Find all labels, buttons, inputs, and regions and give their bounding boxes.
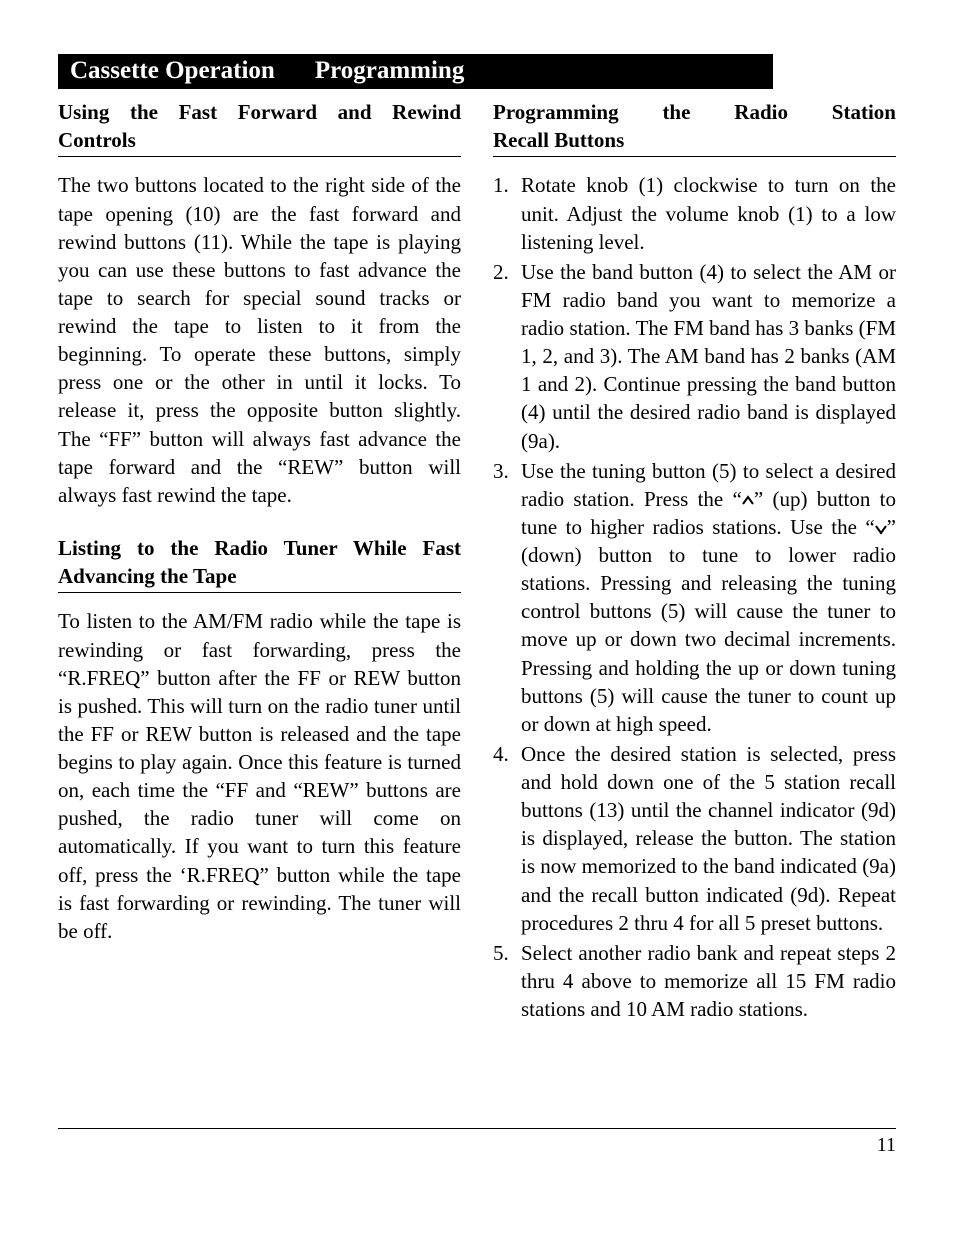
heading-line: Controls [58,127,136,155]
right-column: Programming the Radio Station Recall But… [493,99,896,1025]
section-heading-ff-rew: Using the Fast Forward and Rewind Contro… [58,99,461,157]
footer-rule [58,1128,896,1129]
heading-line: Listing to the Radio Tuner While Fast [58,536,461,560]
section-heading-radio-tuner: Listing to the Radio Tuner While Fast Ad… [58,535,461,593]
header-left: Cassette Operation [70,57,275,84]
heading-line: Recall Buttons [493,127,624,155]
programming-steps-list: Rotate knob (1) clockwise to turn on the… [493,171,896,1023]
header-right: Programming [315,57,465,84]
two-column-layout: Using the Fast Forward and Rewind Contro… [58,99,896,1025]
step-text: ” (down) button to tune to lower radio s… [521,515,896,736]
step-text: Rotate knob (1) clockwise to turn on the… [521,173,896,253]
list-item: Rotate knob (1) clockwise to turn on the… [493,171,896,255]
step-text: Use the band button (4) to select the AM… [521,260,896,453]
left-column: Using the Fast Forward and Rewind Contro… [58,99,461,1025]
up-caret-icon [742,485,754,513]
step-text: Select another radio bank and repeat ste… [521,941,896,1021]
heading-line: Advancing the Tape [58,563,237,591]
list-item: Select another radio bank and repeat ste… [493,939,896,1023]
step-text: Once the desired station is selected, pr… [521,742,896,935]
heading-line: Using the Fast Forward and Rewind [58,100,461,124]
body-paragraph: To listen to the AM/FM radio while the t… [58,607,461,945]
list-item: Once the desired station is selected, pr… [493,740,896,937]
page-number: 11 [877,1134,896,1157]
list-item: Use the tuning button (5) to select a de… [493,457,896,738]
section-heading-programming: Programming the Radio Station Recall But… [493,99,896,157]
body-paragraph: The two buttons located to the right sid… [58,171,461,509]
section-header-bar: Cassette Operation Programming [58,54,773,89]
list-item: Use the band button (4) to select the AM… [493,258,896,455]
heading-line: Programming the Radio Station [493,100,896,124]
down-caret-icon [875,513,887,541]
